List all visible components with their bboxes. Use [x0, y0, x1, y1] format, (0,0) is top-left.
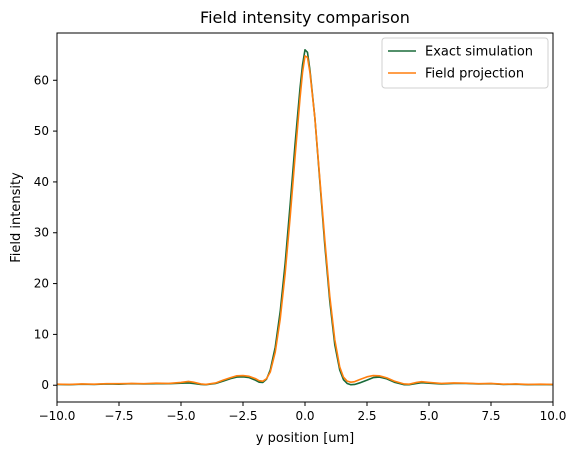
y-tick-label: 40 [34, 175, 49, 189]
axis-ticks: −10.0 −7.5 −5.0 −2.5 0.0 2.5 5.0 7.5 10.0 0 10 20 30… [34, 73, 567, 423]
legend-label: Exact simulation [425, 45, 533, 60]
y-tick-label: 0 [41, 378, 49, 392]
x-tick-label: −2.5 [228, 409, 257, 423]
chart-title: Field intensity comparison [200, 8, 410, 27]
x-tick-label: 0.0 [295, 409, 314, 423]
x-tick-label: −7.5 [104, 409, 133, 423]
x-tick-label: 10.0 [540, 409, 567, 423]
y-tick-label: 60 [34, 73, 49, 87]
series-lines [57, 48, 553, 386]
series-line-field-projection [57, 55, 553, 386]
series-line-exact-simulation [57, 48, 553, 386]
plot-frame [56, 32, 554, 403]
x-tick-label: −5.0 [166, 409, 195, 423]
x-tick-label: 5.0 [419, 409, 438, 423]
y-tick-label: 30 [34, 226, 49, 240]
legend-box [381, 37, 549, 89]
x-tick-label: −10.0 [39, 409, 76, 423]
y-tick-label: 10 [34, 327, 49, 341]
y-tick-label: 20 [34, 277, 49, 291]
y-axis-label: Field intensity [9, 172, 24, 263]
legend-label: Field projection [425, 67, 524, 82]
x-tick-label: 2.5 [357, 409, 376, 423]
x-tick-label: 7.5 [481, 409, 500, 423]
legend: Exact simulation Field projection [381, 37, 549, 89]
x-axis-label: y position [um] [256, 431, 355, 446]
y-tick-label: 50 [34, 124, 49, 138]
